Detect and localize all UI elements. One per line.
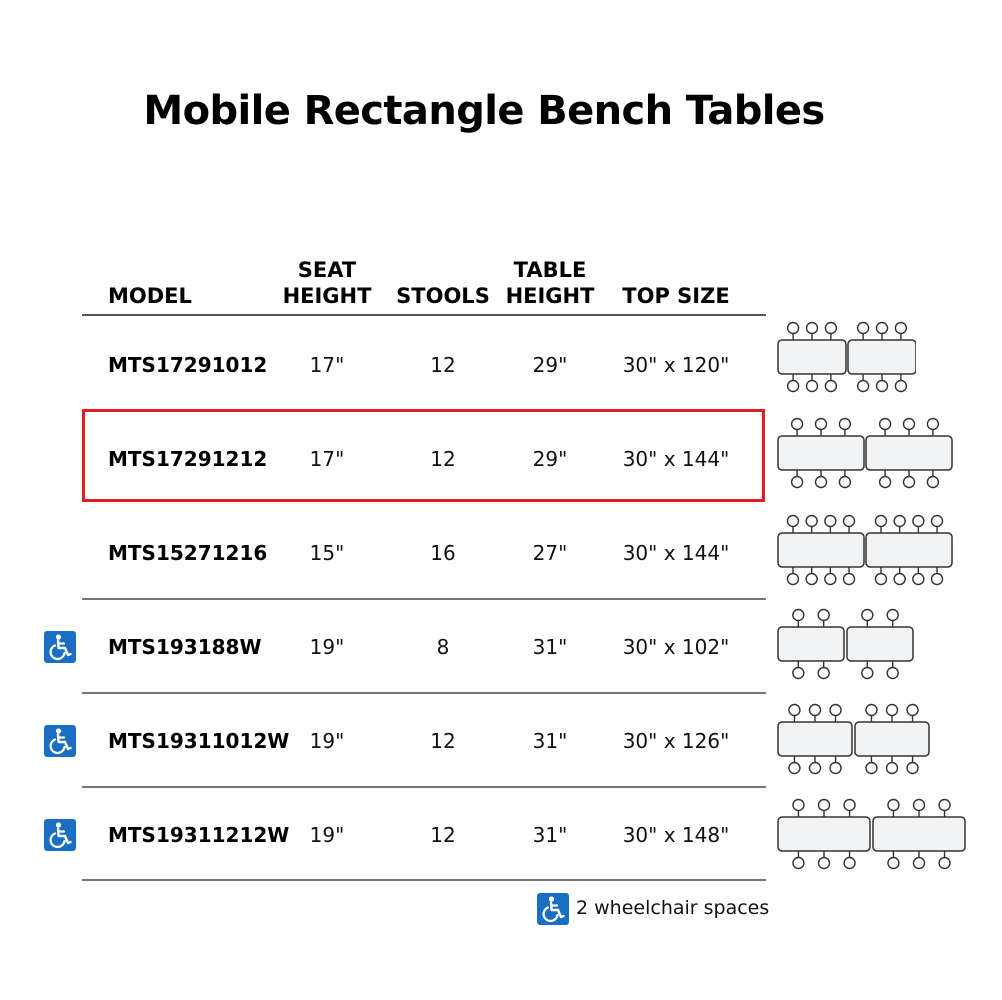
seating-diagram bbox=[777, 608, 914, 680]
header-divider bbox=[82, 314, 766, 316]
header-table-height: TABLE HEIGHT bbox=[470, 257, 630, 309]
cell-top-size: 30" x 144" bbox=[622, 541, 730, 565]
seating-diagram bbox=[777, 514, 953, 586]
header-seat-height-line1: SEAT bbox=[297, 258, 357, 282]
cell-model: MTS17291012 bbox=[108, 353, 268, 377]
seating-diagram bbox=[777, 417, 953, 489]
cell-stools: 8 bbox=[436, 635, 450, 659]
cell-model: MTS17291212 bbox=[108, 447, 268, 471]
wheelchair-icon bbox=[537, 893, 569, 925]
row-divider bbox=[82, 879, 766, 881]
seating-diagram bbox=[777, 321, 916, 393]
cell-seat-height: 19" bbox=[309, 729, 345, 753]
cell-stools: 12 bbox=[430, 447, 456, 471]
cell-seat-height: 19" bbox=[309, 823, 345, 847]
cell-model: MTS19311212W bbox=[108, 823, 290, 847]
cell-model: MTS19311012W bbox=[108, 729, 290, 753]
row-divider bbox=[82, 598, 766, 600]
header-stools: STOOLS bbox=[363, 283, 523, 309]
header-top-size: TOP SIZE bbox=[596, 283, 756, 309]
cell-model: MTS15271216 bbox=[108, 541, 268, 565]
cell-top-size: 30" x 102" bbox=[622, 635, 730, 659]
header-seat-height: SEAT HEIGHT bbox=[247, 257, 407, 309]
seating-diagram bbox=[777, 798, 966, 870]
cell-top-size: 30" x 148" bbox=[622, 823, 730, 847]
cell-seat-height: 17" bbox=[309, 447, 345, 471]
cell-top-size: 30" x 120" bbox=[622, 353, 730, 377]
header-model: MODEL bbox=[108, 283, 228, 309]
header-table-height-line2: HEIGHT bbox=[505, 284, 595, 308]
wheelchair-icon bbox=[44, 631, 76, 663]
cell-model: MTS193188W bbox=[108, 635, 262, 659]
cell-table-height: 29" bbox=[532, 353, 568, 377]
cell-stools: 12 bbox=[430, 823, 456, 847]
header-table-height-line1: TABLE bbox=[513, 258, 587, 282]
cell-seat-height: 17" bbox=[309, 353, 345, 377]
seating-diagram bbox=[777, 703, 930, 775]
cell-stools: 16 bbox=[430, 541, 456, 565]
cell-table-height: 31" bbox=[532, 823, 568, 847]
page-title: Mobile Rectangle Bench Tables bbox=[143, 88, 825, 134]
cell-stools: 12 bbox=[430, 353, 456, 377]
row-divider bbox=[82, 692, 766, 694]
row-divider bbox=[82, 786, 766, 788]
cell-top-size: 30" x 144" bbox=[622, 447, 730, 471]
wheelchair-icon bbox=[44, 819, 76, 851]
header-model-label: MODEL bbox=[108, 284, 192, 308]
cell-top-size: 30" x 126" bbox=[622, 729, 730, 753]
cell-table-height: 31" bbox=[532, 635, 568, 659]
header-top-size-label: TOP SIZE bbox=[622, 284, 730, 308]
highlighted-row-outline bbox=[82, 409, 765, 502]
header-stools-label: STOOLS bbox=[396, 284, 490, 308]
cell-seat-height: 19" bbox=[309, 635, 345, 659]
cell-table-height: 31" bbox=[532, 729, 568, 753]
cell-table-height: 29" bbox=[532, 447, 568, 471]
cell-seat-height: 15" bbox=[309, 541, 345, 565]
cell-stools: 12 bbox=[430, 729, 456, 753]
legend-label: 2 wheelchair spaces bbox=[576, 897, 770, 919]
cell-table-height: 27" bbox=[532, 541, 568, 565]
header-seat-height-line2: HEIGHT bbox=[282, 284, 372, 308]
wheelchair-icon bbox=[44, 725, 76, 757]
